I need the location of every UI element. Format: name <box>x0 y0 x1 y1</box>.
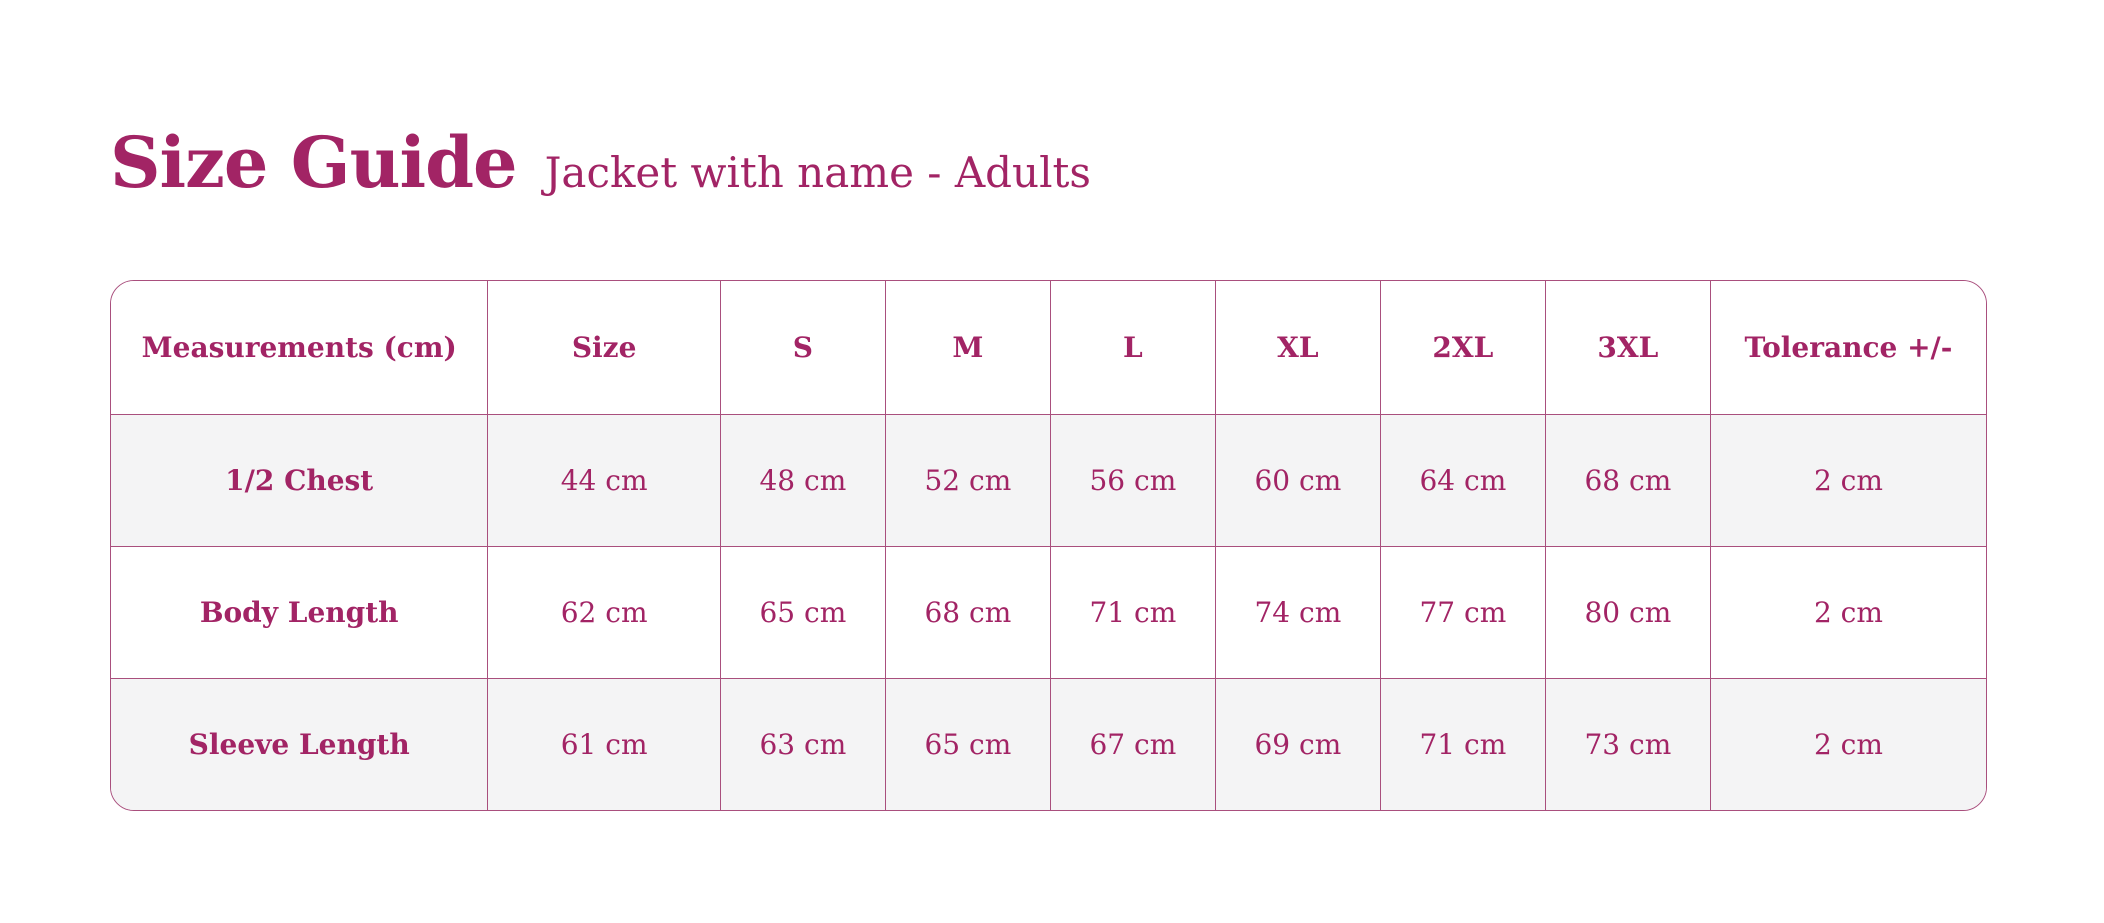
table-cell: 73 cm <box>1545 678 1711 810</box>
page-title: Size Guide <box>110 121 518 204</box>
table-cell: 65 cm <box>885 678 1051 810</box>
table-cell: 71 cm <box>1380 678 1546 810</box>
table-cell: 64 cm <box>1380 414 1546 547</box>
table-cell: 74 cm <box>1215 546 1381 679</box>
row-label: 1/2 Chest <box>111 414 489 547</box>
page-header: Size Guide Jacket with name - Adults <box>110 128 2104 198</box>
table-cell: 77 cm <box>1380 546 1546 679</box>
header-row: Measurements (cm) Size S M L XL 2XL 3XL … <box>111 281 1986 415</box>
table-cell: 2 cm <box>1710 546 1986 679</box>
table-cell: 71 cm <box>1050 546 1216 679</box>
column-header-m: M <box>885 281 1051 415</box>
column-header-measurements: Measurements (cm) <box>111 281 489 415</box>
table-cell: 67 cm <box>1050 678 1216 810</box>
table-cell: 65 cm <box>720 546 886 679</box>
table-row-sleeve-length: Sleeve Length 61 cm 63 cm 65 cm 67 cm 69… <box>111 678 1986 810</box>
table-cell: 63 cm <box>720 678 886 810</box>
column-header-l: L <box>1050 281 1216 415</box>
column-header-s: S <box>720 281 886 415</box>
table-cell: 60 cm <box>1215 414 1381 547</box>
column-header-3xl: 3XL <box>1545 281 1711 415</box>
table-cell: 68 cm <box>885 546 1051 679</box>
table-cell: 48 cm <box>720 414 886 547</box>
table-cell: 62 cm <box>487 546 721 679</box>
table-cell: 56 cm <box>1050 414 1216 547</box>
column-header-size: Size <box>487 281 721 415</box>
table-cell: 2 cm <box>1710 414 1986 547</box>
column-header-2xl: 2XL <box>1380 281 1546 415</box>
table-cell: 61 cm <box>487 678 721 810</box>
table-cell: 52 cm <box>885 414 1051 547</box>
row-label: Sleeve Length <box>111 678 489 810</box>
table-cell: 69 cm <box>1215 678 1381 810</box>
column-header-xl: XL <box>1215 281 1381 415</box>
table-row-body-length: Body Length 62 cm 65 cm 68 cm 71 cm 74 c… <box>111 546 1986 679</box>
table-cell: 80 cm <box>1545 546 1711 679</box>
table-cell: 2 cm <box>1813 727 1883 761</box>
table-cell: 68 cm <box>1545 414 1711 547</box>
table-cell: 44 cm <box>487 414 721 547</box>
row-label: Body Length <box>111 546 489 679</box>
column-header-tolerance: Tolerance +/- <box>1710 281 1986 415</box>
size-guide-table: Measurements (cm) Size S M L XL 2XL 3XL … <box>110 280 1987 811</box>
table-row-half-chest: 1/2 Chest 44 cm 48 cm 52 cm 56 cm 60 cm … <box>111 414 1986 547</box>
measurements-table: Measurements (cm) Size S M L XL 2XL 3XL … <box>111 281 1986 810</box>
page-subtitle: Jacket with name - Adults <box>544 148 1091 197</box>
